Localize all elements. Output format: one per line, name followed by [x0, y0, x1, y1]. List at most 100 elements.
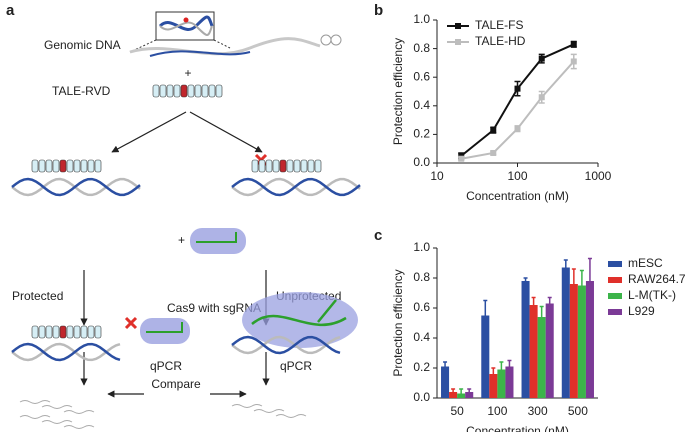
error-bar	[563, 259, 568, 268]
tale-repeat	[94, 325, 102, 339]
read	[275, 414, 307, 418]
legend-swatch	[608, 293, 622, 299]
label: Genomic DNA	[44, 38, 121, 52]
bar	[489, 374, 498, 398]
dna	[231, 177, 361, 197]
y-axis-label: Protection efficiency	[391, 38, 405, 145]
tale-repeat	[300, 159, 308, 173]
label: +	[184, 66, 191, 80]
dna	[231, 335, 341, 355]
tale-repeat	[215, 84, 223, 98]
tale-repeat	[279, 159, 287, 173]
sgrna	[196, 232, 237, 243]
block	[124, 316, 138, 330]
arrow	[189, 111, 263, 153]
tale-repeat	[293, 159, 301, 173]
tale-repeat	[52, 159, 60, 173]
error-bar	[547, 296, 552, 304]
panel-label: c	[374, 227, 382, 244]
bar	[585, 281, 594, 398]
bar	[505, 366, 514, 398]
error-bar	[459, 388, 464, 394]
tale-repeat	[66, 159, 74, 173]
label: TALE-RVD	[52, 84, 111, 98]
point	[490, 149, 497, 156]
arrow	[111, 111, 187, 153]
x-tick-label: 50	[450, 404, 464, 418]
series-line	[461, 60, 575, 160]
point	[570, 58, 577, 65]
y-tick-label: 0.8	[413, 270, 430, 284]
point	[538, 94, 545, 101]
tale-repeat	[173, 84, 181, 98]
legend-label: L929	[628, 304, 655, 318]
label: +	[178, 233, 185, 247]
sgrna	[146, 322, 183, 333]
bar	[449, 392, 458, 398]
site	[183, 17, 189, 23]
tale-repeat	[208, 84, 216, 98]
read	[63, 410, 95, 414]
bar	[481, 315, 490, 398]
label: Cas9 with sgRNA	[167, 301, 261, 315]
dna	[11, 177, 141, 197]
bar	[577, 285, 586, 398]
point	[570, 41, 577, 48]
tale-repeat	[87, 325, 95, 339]
dna	[231, 177, 361, 197]
legend-swatch	[608, 309, 622, 315]
tale-repeat	[31, 325, 39, 339]
y-tick-label: 0.4	[413, 330, 430, 344]
error-bar	[531, 296, 536, 305]
tale-repeat	[166, 84, 174, 98]
legend-label: RAW264.7	[628, 272, 685, 286]
tale-repeat	[152, 84, 160, 98]
tale-repeat	[31, 159, 39, 173]
tale-repeat	[258, 159, 266, 173]
y-tick-label: 0.6	[413, 69, 430, 83]
tale-repeat	[307, 159, 315, 173]
bar	[529, 305, 538, 398]
tale-repeat	[180, 84, 188, 98]
bar	[441, 366, 450, 398]
dna	[11, 177, 141, 197]
series-line	[460, 43, 575, 157]
y-tick-label: 0.4	[413, 98, 430, 112]
sgrna	[251, 299, 347, 327]
bar	[537, 317, 546, 398]
dna	[330, 34, 342, 46]
x-tick-label: 1000	[585, 169, 612, 183]
error-bar	[507, 359, 512, 367]
x-axis-label: Concentration (nM)	[466, 424, 569, 432]
bar	[569, 284, 578, 398]
tale-repeat	[59, 159, 67, 173]
tale-repeat	[201, 84, 209, 98]
x-axis-label: Concentration (nM)	[466, 189, 569, 203]
error-bar	[539, 305, 544, 317]
error-bar	[579, 269, 584, 286]
error-bar	[587, 257, 592, 281]
legend-label: TALE-HD	[475, 34, 526, 48]
tale-repeat	[73, 325, 81, 339]
read	[253, 409, 285, 413]
label: Compare	[151, 377, 201, 391]
tale-repeat	[59, 325, 67, 339]
x-tick-label: 100	[487, 404, 507, 418]
read	[63, 425, 95, 429]
dna	[159, 21, 213, 36]
y-tick-label: 0.0	[413, 390, 430, 404]
dna	[11, 342, 121, 362]
error-bar	[467, 388, 472, 392]
label: qPCR	[150, 359, 182, 373]
bar	[497, 369, 506, 398]
legend-marker	[455, 23, 461, 29]
y-axis-label: Protection efficiency	[391, 269, 405, 376]
bar	[457, 393, 466, 398]
y-tick-label: 0.8	[413, 41, 430, 55]
point	[514, 85, 521, 92]
tale-repeat	[94, 159, 102, 173]
y-tick-label: 1.0	[413, 240, 430, 254]
tale-repeat	[80, 159, 88, 173]
dna	[231, 335, 341, 355]
